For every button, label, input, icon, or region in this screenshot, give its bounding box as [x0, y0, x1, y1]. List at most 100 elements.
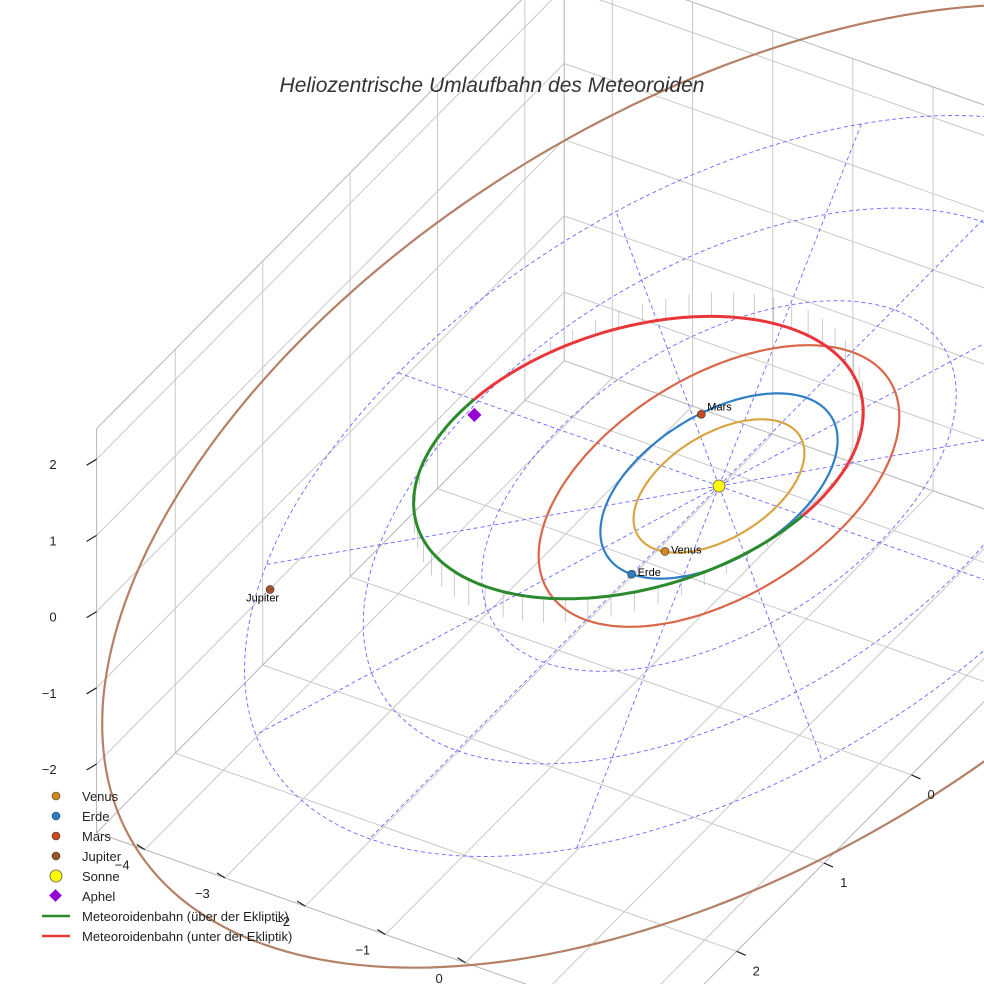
legend-item: Meteoroidenbahn (über der Ekliptik) — [40, 906, 292, 926]
marker-erde — [627, 569, 636, 579]
wall-gridline — [564, 63, 984, 213]
legend: Venus Erde Mars Jupiter Sonne Aphel Meteoroide… — [40, 786, 292, 946]
legend-marker — [51, 811, 61, 821]
legend-diamond — [49, 889, 62, 902]
wall-gridline — [96, 139, 565, 612]
ecliptic-grid-spoke — [398, 372, 720, 487]
legend-marker — [42, 914, 70, 918]
z-tick-label: 2 — [49, 457, 56, 472]
ecliptic-grid-ring — [244, 115, 984, 857]
meteoroid-orbit — [412, 314, 865, 601]
ecliptic-grid-spoke — [718, 217, 984, 487]
y-tick-label: 2 — [753, 963, 760, 978]
y-tick-mark — [823, 862, 834, 868]
x-tick-label: −3 — [195, 886, 210, 901]
legend-label: Sonne — [82, 868, 120, 884]
legend-marker — [49, 889, 62, 902]
x-tick-label: 0 — [436, 971, 443, 984]
ecliptic-grid-spoke — [255, 485, 720, 736]
legend-dot — [51, 831, 61, 841]
legend-item: Aphel — [40, 886, 292, 906]
z-tick-label: 1 — [49, 533, 56, 548]
floor-gridline — [660, 657, 984, 984]
marker-venus — [660, 547, 670, 556]
wall-gridline — [598, 0, 984, 136]
x-tick-label: −4 — [115, 858, 130, 873]
floor-gridline — [304, 433, 774, 907]
z-tick-label: −2 — [42, 762, 57, 777]
legend-marker — [49, 869, 63, 883]
marker-aphel — [467, 407, 482, 422]
legend-label: Venus — [82, 788, 119, 804]
meteoroid-orbit-above — [412, 398, 804, 601]
meteoroid-orbit-below — [473, 314, 865, 517]
y-tick-mark — [911, 774, 921, 780]
label-erde: Erde — [638, 567, 661, 579]
z-tick-mark — [86, 458, 97, 466]
label-mars: Mars — [707, 401, 732, 413]
legend-item: Erde — [40, 806, 292, 826]
floor-gridline — [437, 488, 984, 682]
x-tick-mark — [457, 957, 466, 964]
legend-label: Jupiter — [82, 848, 122, 864]
ecliptic-grid-spoke — [718, 343, 984, 487]
z-tick-label: −1 — [42, 686, 57, 701]
box-frame — [96, 0, 565, 834]
legend-dot — [51, 791, 61, 801]
floor-gridline — [465, 490, 934, 964]
legend-marker — [51, 831, 61, 841]
marker-sonne — [712, 479, 726, 493]
floor-gridline — [144, 377, 613, 850]
legend-marker — [51, 851, 61, 861]
floor-gridline — [552, 548, 984, 984]
label-venus: Venus — [671, 544, 702, 556]
legend-dot — [51, 851, 61, 861]
planet-orbits — [101, 4, 984, 969]
legend-marker — [42, 934, 70, 938]
wall-gridline — [96, 0, 553, 460]
marker-jupiter — [265, 585, 275, 594]
z-tick-label: 0 — [49, 610, 56, 625]
box-frame — [96, 700, 984, 984]
ecliptic-grid-ring — [362, 207, 984, 765]
legend-label: Aphel — [82, 888, 116, 904]
label-jupiter: Jupiter — [246, 592, 279, 604]
wall-gridline — [96, 63, 565, 536]
y-tick-label: 1 — [840, 875, 847, 890]
body-markers: Venus Erde Mars Jupiter — [246, 401, 732, 604]
z-tick-mark — [86, 763, 97, 771]
ecliptic-grid — [244, 115, 984, 857]
ecliptic-grid-spoke — [576, 485, 720, 849]
legend-marker — [51, 791, 61, 801]
box-frame — [563, 0, 984, 510]
legend-item: Jupiter — [40, 846, 292, 866]
legend-item: Meteoroidenbahn (unter der Ekliptik) — [40, 926, 292, 946]
y-tick-mark — [736, 950, 746, 956]
orbit-erde — [599, 392, 839, 580]
legend-label: Meteoroidenbahn (über der Ekliptik) — [82, 908, 289, 924]
wall-gridline — [96, 291, 565, 765]
legend-label: Meteoroidenbahn (unter der Ekliptik) — [82, 928, 293, 944]
floor-gridline — [175, 752, 737, 952]
x-tick-mark — [296, 900, 306, 907]
legend-sun — [49, 869, 63, 883]
x-tick-mark — [377, 928, 386, 935]
legend-dot — [51, 811, 61, 821]
orbit-venus — [632, 418, 806, 554]
legend-label: Mars — [82, 828, 111, 844]
ecliptic-grid-spoke — [718, 123, 862, 487]
wall-gridline — [564, 215, 984, 365]
floor-gridline — [349, 576, 912, 776]
x-tick-label: −2 — [275, 914, 290, 929]
chart-title: Heliozentrische Umlaufbahn des Meteoroid… — [279, 74, 705, 97]
legend-label: Erde — [82, 808, 110, 824]
ecliptic-grid-spoke — [369, 485, 720, 840]
floor-gridline — [524, 399, 984, 563]
z-tick-mark — [86, 534, 97, 542]
wall-gridline — [564, 139, 984, 289]
ecliptic-grid-spoke — [718, 485, 984, 580]
legend-item: Sonne — [40, 866, 292, 886]
